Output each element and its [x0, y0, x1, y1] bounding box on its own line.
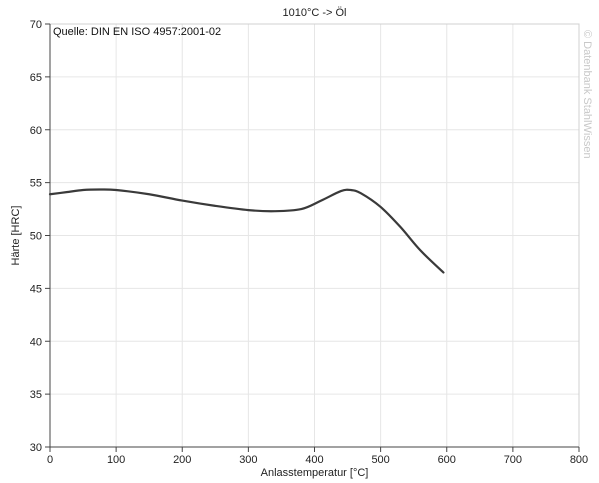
x-tick-label: 300	[239, 454, 257, 466]
x-tick-label: 0	[47, 454, 53, 466]
series-group	[48, 188, 445, 274]
watermark: © Datenbank StahlWissen	[581, 30, 593, 159]
x-tick-label: 600	[438, 454, 456, 466]
series-line	[48, 188, 445, 274]
y-tick-label: 50	[30, 231, 42, 243]
x-tick-label: 200	[173, 454, 191, 466]
y-tick-label: 40	[30, 336, 42, 348]
source-note: Quelle: DIN EN ISO 4957:2001-02	[53, 26, 221, 38]
y-tick-label: 60	[30, 125, 42, 137]
chart-title: 1010°C -> Öl	[282, 7, 346, 19]
x-tick-label: 700	[504, 454, 522, 466]
x-tick-labels: 0 100 200 300 400 500 600 700 800	[47, 447, 588, 466]
y-tick-label: 65	[30, 72, 42, 84]
x-tick-label: 800	[570, 454, 588, 466]
x-tick-label: 100	[107, 454, 125, 466]
y-tick-label: 70	[30, 19, 42, 31]
y-tick-label: 45	[30, 283, 42, 295]
y-tick-label: 55	[30, 178, 42, 190]
y-tick-label: 30	[30, 442, 42, 454]
y-axis-title: Härte [HRC]	[10, 206, 22, 266]
x-tick-label: 500	[371, 454, 389, 466]
y-tick-labels: 30 35 40 45 50 55 60 65 70	[30, 19, 50, 454]
x-axis-title: Anlasstemperatur [°C]	[261, 467, 369, 479]
x-tick-label: 400	[305, 454, 323, 466]
y-tick-label: 35	[30, 389, 42, 401]
